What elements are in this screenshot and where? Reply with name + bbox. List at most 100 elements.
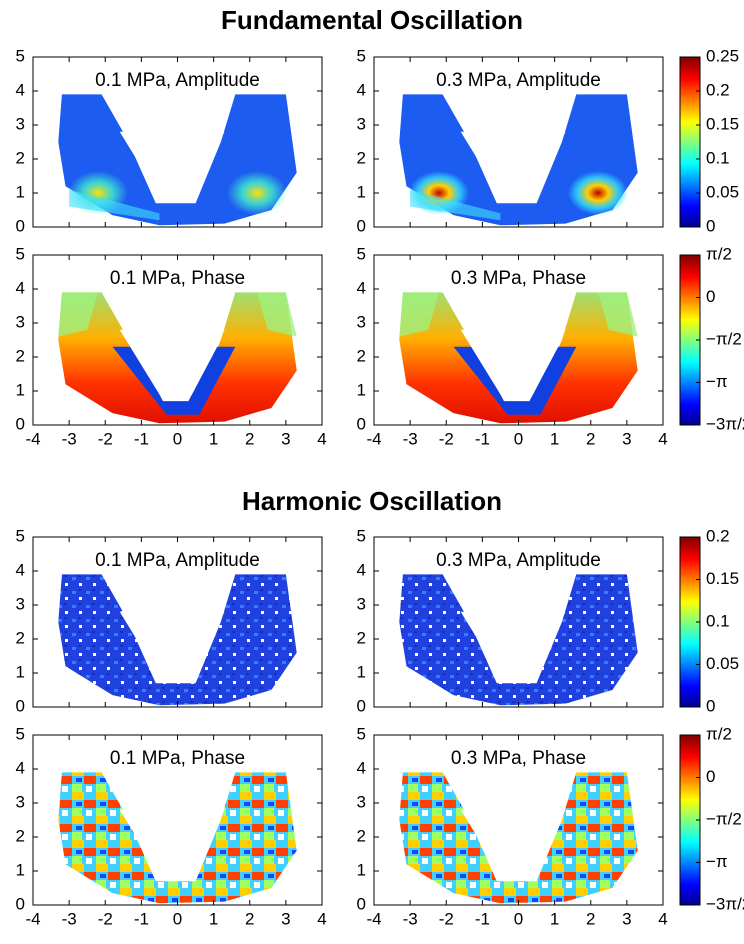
gap — [119, 611, 225, 677]
x-tick-label: -1 — [134, 909, 149, 928]
y-tick-label: 0 — [16, 894, 25, 913]
field-image — [399, 772, 638, 904]
x-tick-label: 4 — [317, 909, 326, 928]
panel: 0.1 MPa, Phase 0 1 2 3 4 5 -4 -3 -2 -1 0 1 2 3 4 — [16, 724, 327, 928]
panel: 0.3 MPa, Amplitude 0 1 2 3 4 5 — [357, 46, 664, 235]
gap — [460, 611, 566, 677]
colorbar-tick-label: 0.1 — [706, 611, 730, 630]
y-tick-label: 4 — [357, 80, 366, 99]
colorbar-tick-label: 0.1 — [706, 148, 730, 167]
colorbar-tick-label: −3π/2 — [706, 414, 744, 433]
x-tick-label: -1 — [134, 429, 149, 448]
gap — [460, 809, 566, 875]
y-tick-label: 4 — [357, 758, 366, 777]
x-tick-label: 2 — [245, 429, 254, 448]
y-tick-label: 1 — [16, 662, 25, 681]
panel-label: 0.1 MPa, Phase — [110, 748, 245, 769]
y-tick-label: 1 — [16, 182, 25, 201]
y-tick-label: 5 — [357, 244, 366, 263]
y-tick-label: 2 — [16, 628, 25, 647]
x-tick-label: 1 — [209, 909, 218, 928]
field-image — [58, 772, 297, 904]
hot-spot — [226, 171, 287, 215]
y-tick-label: 1 — [357, 380, 366, 399]
y-tick-label: 1 — [357, 860, 366, 879]
x-tick-label: 0 — [514, 909, 523, 928]
gap — [460, 329, 566, 395]
y-tick-label: 3 — [357, 792, 366, 811]
colorbar-tick-label: 0 — [706, 696, 715, 715]
colorbar-tick-label: 0.2 — [706, 526, 730, 545]
panel: 0.3 MPa, Amplitude 0 1 2 3 4 5 — [357, 526, 664, 715]
colorbar-tick-label: −π — [706, 852, 728, 871]
band — [58, 292, 99, 337]
y-tick-label: 4 — [357, 560, 366, 579]
y-tick-label: 5 — [16, 724, 25, 743]
x-tick-label: -3 — [62, 909, 77, 928]
y-tick-label: 5 — [357, 46, 366, 65]
y-tick-label: 5 — [16, 526, 25, 545]
x-tick-label: 2 — [245, 909, 254, 928]
y-tick-label: 4 — [357, 278, 366, 297]
y-tick-label: 5 — [16, 244, 25, 263]
panel-label: 0.3 MPa, Phase — [451, 268, 586, 289]
y-tick-label: 5 — [16, 46, 25, 65]
colorbar-tick-label: 0.05 — [706, 654, 739, 673]
y-tick-label: 5 — [357, 526, 366, 545]
y-tick-label: 4 — [16, 758, 25, 777]
gap — [119, 329, 225, 395]
x-tick-label: -4 — [366, 909, 381, 928]
colorbar-tick-label: π/2 — [706, 724, 732, 743]
y-tick-label: 2 — [357, 346, 366, 365]
y-tick-label: 0 — [16, 696, 25, 715]
x-tick-label: 0 — [514, 429, 523, 448]
panel-label: 0.3 MPa, Phase — [451, 748, 586, 769]
y-tick-label: 4 — [16, 80, 25, 99]
x-tick-label: 3 — [622, 909, 631, 928]
colorbar-tick-label: 0.05 — [706, 182, 739, 201]
x-tick-label: -2 — [439, 429, 454, 448]
x-tick-label: -1 — [475, 429, 490, 448]
x-tick-label: -4 — [25, 909, 40, 928]
x-tick-label: 3 — [281, 429, 290, 448]
y-tick-label: 2 — [357, 148, 366, 167]
x-tick-label: 0 — [173, 429, 182, 448]
band — [597, 292, 638, 337]
y-tick-label: 0 — [357, 414, 366, 433]
x-tick-label: 4 — [658, 429, 667, 448]
field-image — [399, 574, 638, 706]
gap — [119, 809, 225, 875]
colorbar-tick-label: −π/2 — [706, 329, 742, 348]
y-tick-label: 3 — [357, 594, 366, 613]
band — [410, 189, 501, 221]
colorbar-tick-label: 0.15 — [706, 569, 739, 588]
panel: 0.3 MPa, Phase 0 1 2 3 4 5 -4 -3 -2 -1 0 1 2 3 4 — [357, 244, 668, 448]
field-image — [399, 292, 638, 424]
y-tick-label: 3 — [16, 114, 25, 133]
y-tick-label: 3 — [357, 114, 366, 133]
panel-label: 0.1 MPa, Amplitude — [95, 550, 260, 571]
y-tick-label: 2 — [16, 346, 25, 365]
colorbar-tick-label: −π/2 — [706, 809, 742, 828]
band — [453, 346, 577, 415]
panel-label: 0.1 MPa, Phase — [110, 268, 245, 289]
colorbar-tick-label: 0 — [706, 767, 715, 786]
x-tick-label: 4 — [317, 429, 326, 448]
colorbar-tick-label: −π — [706, 372, 728, 391]
x-tick-label: 2 — [586, 909, 595, 928]
section-title: Harmonic Oscillation — [242, 486, 502, 516]
y-tick-label: 1 — [357, 662, 366, 681]
y-tick-label: 1 — [16, 380, 25, 399]
x-tick-label: 3 — [622, 429, 631, 448]
y-tick-label: 3 — [16, 792, 25, 811]
field-image — [58, 574, 297, 706]
panel: 0.1 MPa, Phase 0 1 2 3 4 5 -4 -3 -2 -1 0 1 2 3 4 — [16, 244, 327, 448]
x-tick-label: -1 — [475, 909, 490, 928]
x-tick-label: 1 — [550, 909, 559, 928]
x-tick-label: -4 — [366, 429, 381, 448]
x-tick-label: 3 — [281, 909, 290, 928]
colorbar-tick-label: −3π/2 — [706, 894, 744, 913]
x-tick-label: 2 — [586, 429, 595, 448]
y-tick-label: 0 — [16, 216, 25, 235]
x-tick-label: 1 — [209, 429, 218, 448]
